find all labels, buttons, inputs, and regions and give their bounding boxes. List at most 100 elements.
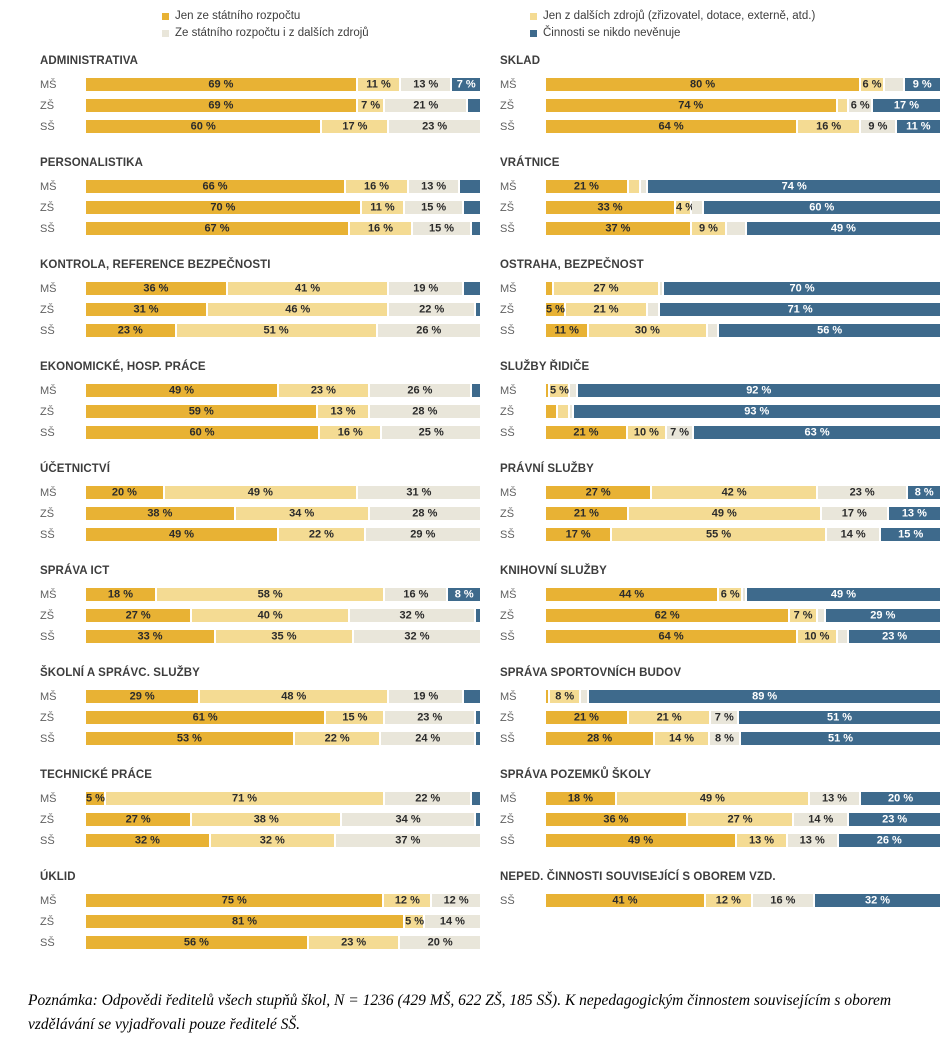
bar-row: SŠ 17 % 55 % 14 % 15 % [500,528,940,541]
bar-value-label: 11 % [554,324,579,336]
bar-value-label: 21 % [656,711,682,723]
bar-row: ZŠ 74 % 6 % 17 % [500,99,940,112]
bar-value-label: 13 % [822,792,848,804]
bar-row: SŠ 67 % 16 % 15 % [40,222,480,235]
bar-segment-state-and-other-sources [581,690,590,703]
bar-track: 37 % 9 % 49 % [546,222,940,235]
bar-track: 59 % 13 % 28 % [86,405,480,418]
bar-track: 23 % 51 % 26 % [86,324,480,337]
bar-segment-state-budget-only: 59 % [86,405,319,418]
bar-row: SŠ 60 % 17 % 23 % [40,120,480,133]
bar-track: 18 % 49 % 13 % 20 % [546,792,940,805]
bar-value-label: 71 % [232,792,258,804]
row-label: ZŠ [40,405,55,418]
bar-row: ZŠ 21 % 21 % 7 % 51 % [500,711,940,724]
bar-segment-other-sources-only: 71 % [105,792,386,805]
bar-track: 66 % 16 % 13 % [86,180,480,193]
bar-row: SŠ 56 % 23 % 20 % [40,936,480,949]
bar-segment-state-and-other-sources: 14 % [424,915,480,928]
bar-value-label: 32 % [259,834,285,846]
bar-segment-state-and-other-sources [569,384,578,397]
bar-segment-state-budget-only: 29 % [86,690,201,703]
bar-segment-state-and-other-sources [640,180,649,193]
bar-segment-state-budget-only: 41 % [546,894,706,907]
bar-segment-activity-unattended [472,384,480,397]
bar-value-label: 60 % [189,426,215,438]
bar-segment-other-sources-only: 55 % [612,528,827,541]
bar-segment-activity-unattended [476,813,480,826]
chart-column-right: SKLAD MŠ 80 % 6 % 9 % ZŠ 74 % 6 % 17 % SŠ 64 % 16 %… [500,55,940,973]
bar-row: MŠ 69 % 11 % 13 % 7 % [40,78,480,91]
bar-segment-state-and-other-sources [569,405,574,418]
bar-segment-activity-unattended: 71 % [660,303,940,316]
bar-value-label: 6 % [862,78,882,90]
bar-track: 20 % 49 % 31 % [86,486,480,499]
legend-column-right: Jen z dalších zdrojů (zřizovatel, dotace… [530,10,815,39]
bar-track: 27 % 42 % 23 % 8 % [546,486,940,499]
row-label: MŠ [40,486,57,499]
bar-segment-other-sources-only: 21 % [628,711,712,724]
bar-value-label: 70 % [789,282,815,294]
chart-title: TECHNICKÉ PRÁCE [40,769,153,781]
bar-segment-activity-unattended [476,711,480,724]
bar-segment-state-and-other-sources: 32 % [353,630,480,643]
bar-row: SŠ 33 % 35 % 32 % [40,630,480,643]
bar-segment-activity-unattended: 49 % [746,588,940,601]
chart-title: EKONOMICKÉ, HOSP. PRÁCE [40,361,206,373]
bar-value-label: 49 % [699,792,725,804]
bar-value-label: 23 % [341,936,367,948]
row-label: SŠ [40,630,55,643]
bar-segment-other-sources-only: 16 % [320,426,383,439]
bar-value-label: 20 % [427,936,453,948]
bar-segment-activity-unattended: 93 % [573,405,940,418]
bar-segment-state-and-other-sources [648,303,661,316]
bar-row: MŠ 80 % 6 % 9 % [500,78,940,91]
bar-value-label: 44 % [619,588,645,600]
bar-segment-other-sources-only: 16 % [349,222,413,235]
bar-segment-other-sources-only: 16 % [798,120,862,133]
bar-value-label: 27 % [593,282,619,294]
bar-track: 5 % 71 % 22 % [86,792,480,805]
bar-segment-state-budget-only: 64 % [546,630,799,643]
bar-row: MŠ 75 % 12 % 12 % [40,894,480,907]
bar-segment-state-budget-only: 20 % [86,486,165,499]
bar-value-label: 34 % [289,507,315,519]
chart-panel: SPRÁVA ICT MŠ 18 % 58 % 16 % 8 % ZŠ 27 % 40 % 32 … [40,565,480,651]
chart-title: SKLAD [500,55,541,67]
row-label: ZŠ [40,915,55,928]
bar-segment-activity-unattended: 8 % [448,588,480,601]
row-label: MŠ [500,792,517,805]
legend-label: Činnosti se nikdo nevěnuje [543,27,681,39]
bar-value-label: 13 % [748,834,775,846]
bar-segment-state-and-other-sources [742,588,747,601]
bar-segment-other-sources-only: 10 % [798,630,838,643]
row-label: ZŠ [500,609,515,622]
bar-value-label: 29 % [410,528,436,540]
bar-track: 8 % 89 % [546,690,940,703]
bar-track: 5 % 92 % [546,384,940,397]
bar-segment-other-sources-only: 42 % [652,486,818,499]
bar-segment-state-budget-only: 33 % [86,630,217,643]
bar-value-label: 53 % [176,732,202,744]
bar-segment-other-sources-only: 49 % [616,792,810,805]
bar-value-label: 16 % [337,426,363,438]
bar-segment-state-and-other-sources: 37 % [335,834,480,847]
bar-track: 29 % 48 % 19 % [86,690,480,703]
legend-label: Jen z dalších zdrojů (zřizovatel, dotace… [543,10,816,22]
bar-segment-state-and-other-sources: 22 % [389,303,477,316]
row-label: ZŠ [40,201,55,214]
bar-segment-state-budget-only: 61 % [86,711,327,724]
chart-panel: TECHNICKÉ PRÁCE MŠ 5 % 71 % 22 % ZŠ 27 % 38 % 34… [40,769,480,855]
bar-track: 36 % 27 % 14 % 23 % [546,813,940,826]
bar-segment-state-and-other-sources: 28 % [369,405,480,418]
bar-segment-activity-unattended: 70 % [664,282,940,295]
bar-row: SŠ 11 % 30 % 56 % [500,324,940,337]
legend-label: Ze státního rozpočtu i z dalších zdrojů [175,27,369,39]
bar-row: ZŠ 69 % 7 % 21 % [40,99,480,112]
row-label: MŠ [500,282,517,295]
bar-value-label: 74 % [678,99,704,111]
bar-value-label: 58 % [257,588,283,600]
bar-track: 18 % 58 % 16 % 8 % [86,588,480,601]
chart-title: SLUŽBY ŘIDIČE [500,361,590,373]
chart-title: NEPED. ČINNOSTI SOUVISEJÍCÍ S OBOREM VZD… [500,871,776,883]
